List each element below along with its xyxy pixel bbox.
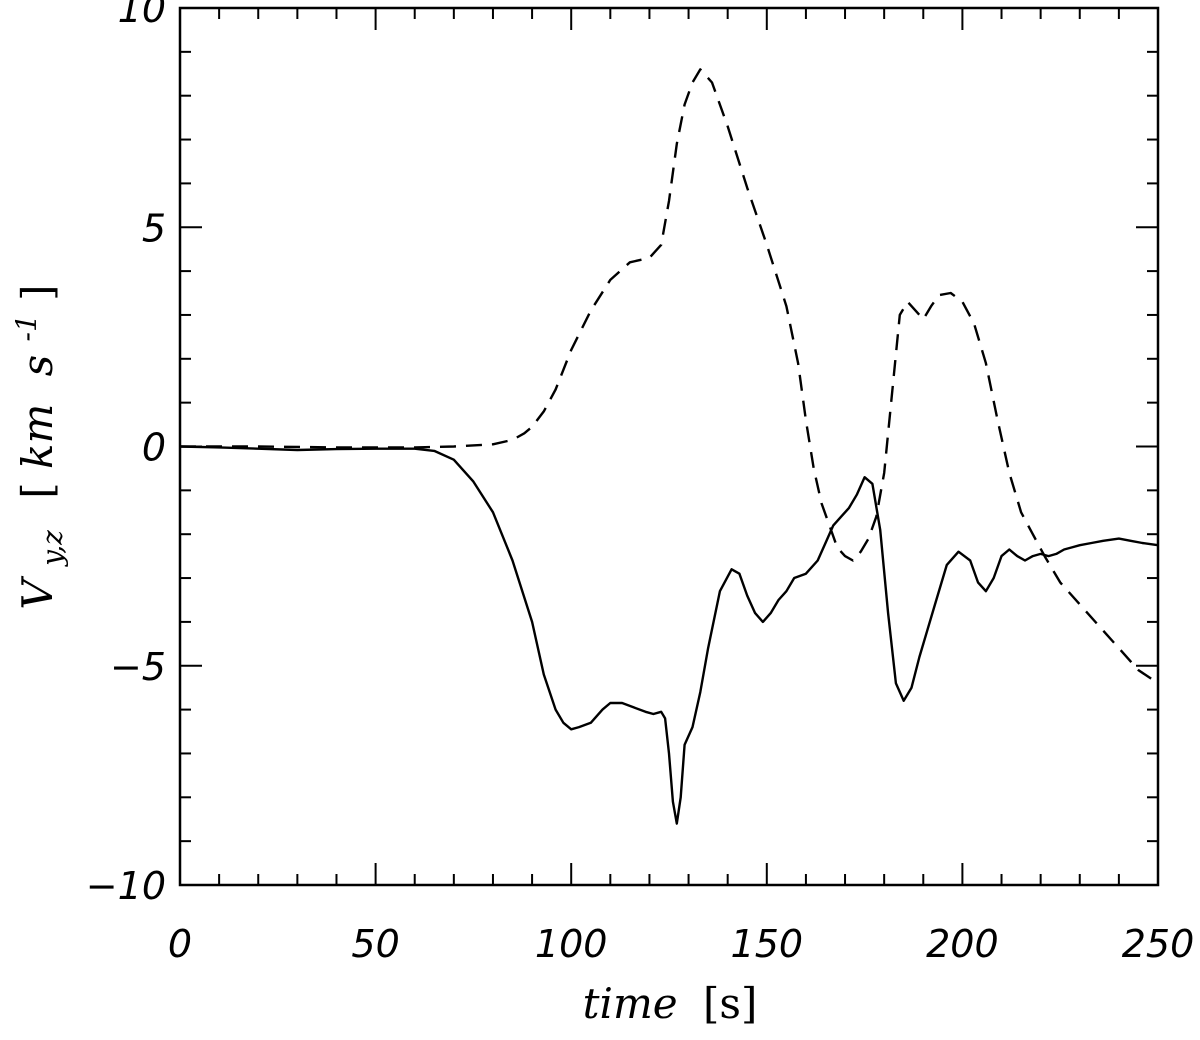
x-tick-label: 50 [351, 922, 399, 966]
y-tick-label: 5 [142, 206, 166, 250]
x-axis-variable: time [583, 979, 678, 1028]
x-axis-title: time [s] [583, 979, 758, 1028]
y-axis-variable: V [13, 576, 62, 610]
y-axis-unit-superscript: -1 [10, 314, 43, 341]
x-tick-label: 0 [168, 922, 192, 966]
x-tick-label: 150 [731, 922, 804, 966]
y-axis-unit-close: ] [13, 284, 62, 300]
x-tick-label: 100 [535, 922, 608, 966]
y-tick-label: 10 [118, 0, 166, 31]
tick-labels: 0 50 100 150 200 250 −10 −5 0 5 10 [86, 0, 1194, 966]
x-axis-unit: [s] [703, 979, 757, 1028]
y-tick-label: −10 [86, 864, 166, 908]
series-layer [179, 68, 1159, 825]
y-axis-subscript: y,z [36, 530, 69, 568]
x-tick-label: 250 [1122, 922, 1195, 966]
series-line-dashed [180, 68, 1159, 685]
y-axis-unit-open: [ [13, 482, 62, 498]
y-tick-label: −5 [110, 645, 166, 689]
y-tick-label: 0 [142, 426, 166, 470]
x-tick-label: 200 [926, 922, 999, 966]
y-axis-unit-km: km [13, 404, 62, 469]
y-axis-unit-s: s [13, 355, 62, 377]
series-line-solid [179, 445, 1159, 825]
y-axis-title: V y,z [ km s -1 ] [0, 284, 72, 609]
